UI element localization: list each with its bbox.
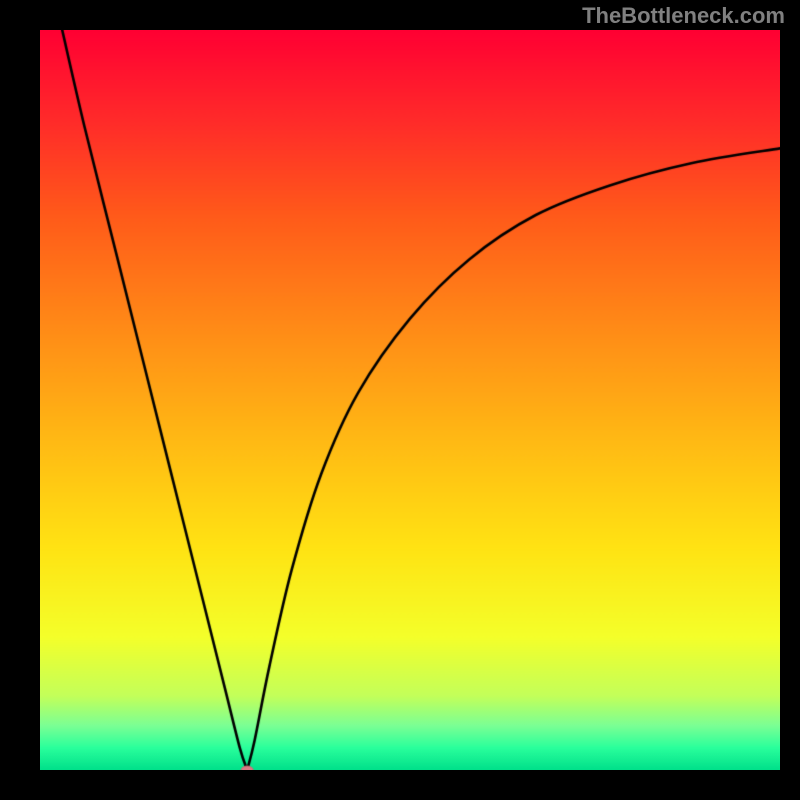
chart-canvas: [40, 30, 780, 770]
watermark-text: TheBottleneck.com: [582, 3, 785, 29]
chart-container: TheBottleneck.com: [0, 0, 800, 800]
plot-area: [40, 30, 780, 770]
